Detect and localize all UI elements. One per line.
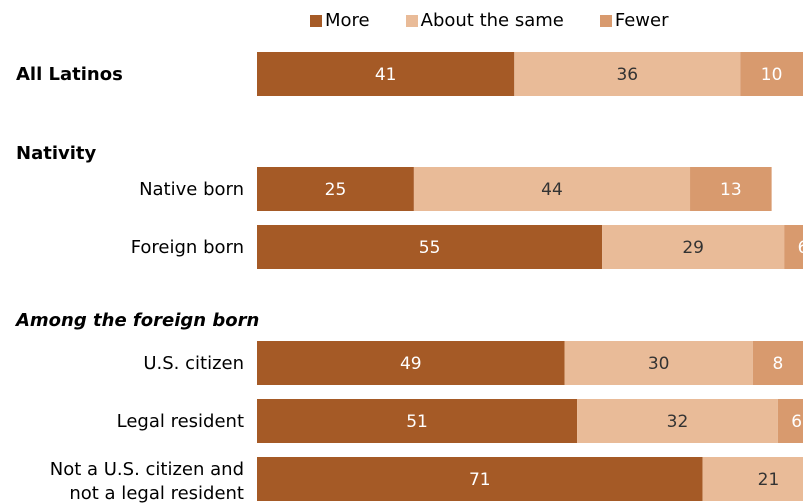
bar-segment-more bbox=[257, 225, 603, 269]
legend-item-more: More bbox=[310, 10, 370, 31]
group-heading: Among the foreign born bbox=[14, 310, 259, 331]
legend-label-more: More bbox=[325, 10, 370, 31]
data-label-same: 44 bbox=[541, 180, 563, 200]
data-label-same: 29 bbox=[682, 238, 704, 258]
bar-segment-same bbox=[602, 225, 785, 269]
legend-item-same: About the same bbox=[405, 10, 564, 31]
bar-segment-more bbox=[257, 52, 515, 96]
bar-segment-same bbox=[564, 341, 753, 385]
bar-segment-same bbox=[413, 167, 691, 211]
data-label-more: 55 bbox=[419, 238, 441, 258]
legend-label-same: About the same bbox=[420, 10, 564, 31]
bar-segment-fewer bbox=[784, 225, 803, 269]
data-label-same: 30 bbox=[648, 354, 670, 374]
data-label-more: 25 bbox=[325, 180, 347, 200]
data-label-same: 32 bbox=[667, 412, 689, 432]
bar-segment-more bbox=[257, 341, 565, 385]
chart-legend: More About the same Fewer bbox=[310, 10, 704, 31]
category-label: Native born bbox=[139, 179, 244, 200]
bar-segment-fewer bbox=[740, 52, 803, 96]
bar-segment-more bbox=[257, 399, 578, 443]
data-label-fewer: 13 bbox=[720, 180, 742, 200]
bar-segment-same bbox=[702, 457, 803, 501]
group-heading: Nativity bbox=[16, 143, 96, 164]
bar-segment-same bbox=[514, 52, 741, 96]
category-label: Legal resident bbox=[117, 411, 244, 432]
legend-swatch-more bbox=[310, 14, 322, 27]
legend-item-fewer: Fewer bbox=[599, 10, 669, 31]
data-label-more: 51 bbox=[406, 412, 428, 432]
category-label: Foreign born bbox=[131, 237, 244, 258]
bar-segment-more bbox=[257, 167, 414, 211]
data-label-more: 41 bbox=[375, 65, 397, 85]
bar-segment-fewer bbox=[752, 341, 803, 385]
bar-segment-same bbox=[577, 399, 778, 443]
data-label-fewer: 10 bbox=[761, 65, 783, 85]
legend-swatch-fewer bbox=[599, 14, 612, 27]
bar-segment-more bbox=[257, 457, 703, 501]
category-label: U.S. citizen bbox=[143, 353, 244, 374]
data-label-same: 36 bbox=[616, 65, 638, 85]
bar-segment-fewer bbox=[777, 399, 803, 443]
data-label-fewer: 8 bbox=[772, 354, 783, 374]
data-label-more: 49 bbox=[400, 354, 422, 374]
bar-segment-fewer bbox=[690, 167, 772, 211]
data-label-same: 21 bbox=[758, 470, 780, 490]
data-label-more: 71 bbox=[469, 470, 491, 490]
data-label-fewer: 6 bbox=[798, 238, 803, 258]
legend-swatch-same bbox=[405, 14, 418, 27]
category-label: Not a U.S. citizen and not a legal reside… bbox=[50, 459, 244, 504]
data-label-fewer: 6 bbox=[791, 412, 802, 432]
legend-label-fewer: Fewer bbox=[614, 10, 669, 31]
category-label: All Latinos bbox=[16, 64, 123, 85]
